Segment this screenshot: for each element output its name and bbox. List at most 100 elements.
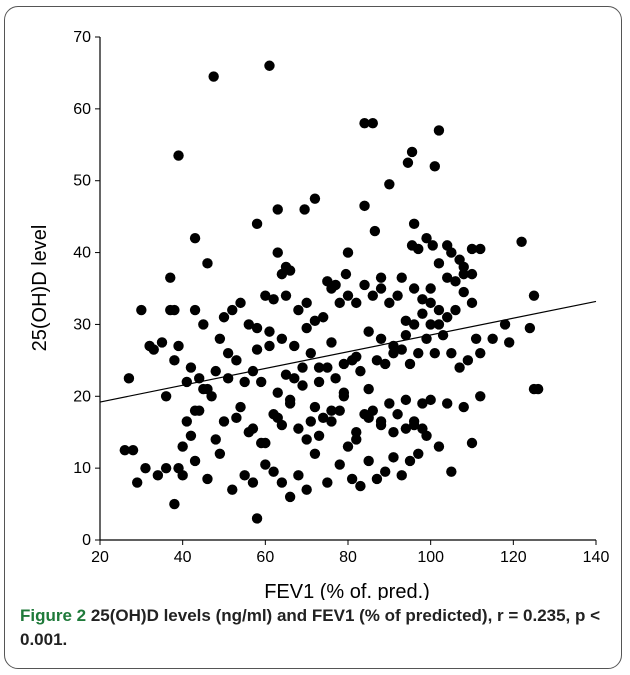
data-point xyxy=(408,218,420,230)
data-point xyxy=(214,333,226,344)
data-point xyxy=(210,434,221,445)
data-point xyxy=(330,373,341,384)
data-point xyxy=(198,319,209,330)
data-point xyxy=(433,258,445,269)
data-point xyxy=(375,416,387,427)
data-point xyxy=(297,380,308,391)
data-point xyxy=(340,268,352,280)
data-point xyxy=(284,265,296,276)
data-point xyxy=(396,470,407,481)
data-point xyxy=(338,391,350,402)
data-point xyxy=(289,373,300,384)
scatter-chart: 20 40 60 80 100 120 140 0 10 20 30 40 50 60 70 FEV1 (%… xyxy=(29,29,609,600)
data-point xyxy=(301,484,312,495)
data-point xyxy=(466,243,478,255)
data-point xyxy=(429,347,440,359)
x-tick-label: 140 xyxy=(583,549,610,566)
data-point xyxy=(318,412,329,424)
data-point xyxy=(169,498,180,510)
data-point xyxy=(400,330,412,341)
data-point xyxy=(251,513,263,524)
data-points xyxy=(119,60,544,524)
data-point xyxy=(280,290,292,301)
data-point xyxy=(375,272,387,283)
data-point xyxy=(198,383,209,395)
data-point xyxy=(227,304,238,316)
y-tick-label: 60 xyxy=(73,101,91,118)
data-point xyxy=(264,326,275,337)
data-point xyxy=(417,294,428,305)
y-tick-label: 70 xyxy=(73,29,91,46)
data-point xyxy=(299,204,310,215)
data-point xyxy=(132,477,143,488)
data-point xyxy=(342,290,354,301)
data-point xyxy=(413,448,424,459)
data-point xyxy=(222,347,234,359)
data-point xyxy=(194,373,205,384)
data-point xyxy=(260,290,271,301)
data-point xyxy=(528,290,540,301)
data-point xyxy=(276,477,288,488)
data-point xyxy=(144,340,155,352)
data-point xyxy=(375,333,387,344)
data-point xyxy=(442,272,453,283)
data-point xyxy=(433,304,445,316)
data-point xyxy=(276,333,288,344)
data-point xyxy=(388,340,399,352)
data-point xyxy=(185,430,197,442)
data-point xyxy=(475,391,486,402)
data-point xyxy=(458,261,469,273)
data-point xyxy=(408,319,420,330)
data-point xyxy=(413,243,424,255)
data-point xyxy=(359,279,370,291)
data-point xyxy=(239,376,250,388)
data-point xyxy=(355,365,366,377)
data-point xyxy=(264,60,275,71)
data-point xyxy=(264,340,275,352)
data-point xyxy=(351,297,362,309)
data-point xyxy=(404,358,416,370)
data-point xyxy=(309,401,321,413)
data-point xyxy=(404,455,416,467)
data-point xyxy=(359,118,370,129)
data-point xyxy=(425,297,436,309)
data-point xyxy=(251,344,263,355)
data-point xyxy=(189,405,201,416)
data-point xyxy=(160,391,172,402)
data-point xyxy=(293,423,304,434)
data-point xyxy=(334,297,345,309)
data-point xyxy=(458,268,469,280)
data-point xyxy=(363,326,374,337)
data-point xyxy=(189,455,201,467)
data-point xyxy=(371,473,383,485)
data-point xyxy=(446,247,457,258)
data-point xyxy=(342,247,354,258)
data-point xyxy=(272,247,283,258)
data-point xyxy=(218,416,230,427)
data-point xyxy=(181,376,192,388)
data-point xyxy=(367,118,378,129)
data-point xyxy=(367,290,378,301)
data-point xyxy=(293,304,304,316)
data-point xyxy=(334,405,345,416)
figure-label: Figure 2 xyxy=(20,606,87,625)
data-point xyxy=(442,398,453,409)
chart-axes: 20 40 60 80 100 120 140 0 10 20 30 40 50 60 70 xyxy=(73,29,609,566)
data-point xyxy=(293,470,304,481)
y-tick-label: 10 xyxy=(73,460,91,477)
data-point xyxy=(222,373,234,384)
data-point xyxy=(140,462,151,474)
data-point xyxy=(408,283,420,294)
data-point xyxy=(256,376,267,388)
data-point xyxy=(458,401,469,413)
data-point xyxy=(247,477,259,488)
y-tick-label: 30 xyxy=(73,316,91,333)
data-point xyxy=(239,470,250,481)
data-point xyxy=(380,466,391,477)
data-point xyxy=(123,373,135,384)
data-point xyxy=(400,394,412,406)
data-point xyxy=(326,337,337,348)
data-point xyxy=(181,416,192,427)
data-point xyxy=(487,333,498,344)
data-point xyxy=(260,459,271,470)
